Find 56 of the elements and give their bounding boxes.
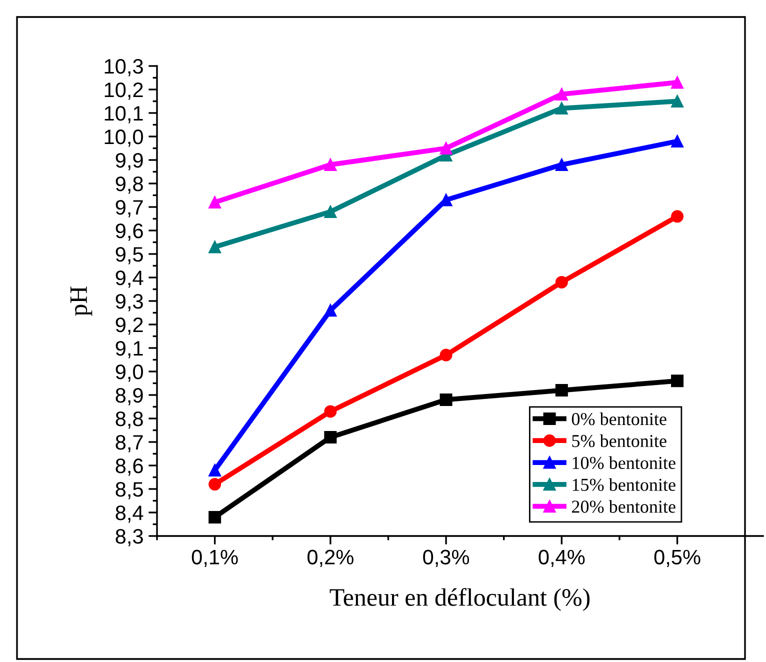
y-tick-label: 9,8 bbox=[116, 176, 143, 194]
x-tick-label: 0,1% bbox=[192, 550, 238, 567]
y-tick-label: 8,9 bbox=[116, 388, 143, 406]
point bbox=[671, 76, 684, 89]
legend-label: 20% bentonite bbox=[572, 500, 676, 513]
y-tick-label: 9,6 bbox=[116, 224, 143, 241]
legend-label: 10% bentonite bbox=[572, 456, 676, 470]
y-tick-label: 10,3 bbox=[104, 59, 143, 76]
x-axis-title: Teneur en défloculant (%) bbox=[330, 588, 590, 611]
y-tick-label: 9,4 bbox=[116, 270, 144, 288]
point bbox=[555, 88, 568, 100]
y-tick-label: 10,1 bbox=[104, 106, 143, 124]
y-tick-label: 9,0 bbox=[116, 364, 143, 382]
y-tick-label: 8,3 bbox=[116, 529, 143, 546]
y-tick-label: 9,7 bbox=[116, 200, 143, 218]
point bbox=[440, 348, 452, 362]
point bbox=[671, 134, 684, 148]
point bbox=[208, 240, 222, 254]
point bbox=[555, 158, 568, 171]
legend-label: 0% bentonite bbox=[572, 412, 666, 426]
x-tick-label: 0,4% bbox=[538, 550, 585, 567]
point bbox=[324, 158, 337, 171]
x-tick-label: 0,5% bbox=[654, 550, 700, 567]
x-tick-label: 0,2% bbox=[308, 550, 354, 567]
y-tick-label: 8,7 bbox=[116, 435, 143, 452]
point bbox=[324, 431, 337, 444]
point bbox=[208, 510, 222, 524]
y-tick-label: 10,0 bbox=[104, 130, 143, 147]
point bbox=[555, 276, 568, 288]
y-tick-label: 9,9 bbox=[116, 153, 143, 170]
point bbox=[671, 374, 684, 388]
point bbox=[671, 95, 684, 108]
y-tick-label: 9,1 bbox=[116, 341, 143, 358]
point bbox=[324, 304, 337, 317]
y-tick-label: 8,8 bbox=[116, 412, 143, 429]
y-tick-label: 9,3 bbox=[116, 294, 143, 312]
y-axis-title: pH bbox=[70, 286, 92, 316]
point bbox=[671, 210, 684, 223]
y-tick-label: 9,2 bbox=[116, 318, 143, 335]
point bbox=[208, 196, 222, 209]
y-tick-label: 9,5 bbox=[116, 247, 143, 264]
point bbox=[440, 142, 452, 154]
point bbox=[555, 102, 568, 115]
legend-label: 5% bentonite bbox=[572, 434, 666, 448]
y-tick-label: 8,4 bbox=[116, 506, 144, 523]
legend-label: 15% bentonite bbox=[572, 478, 676, 491]
y-tick-label: 10,2 bbox=[104, 82, 143, 100]
x-tick-label: 0,3% bbox=[423, 550, 470, 567]
point bbox=[440, 393, 452, 406]
point bbox=[208, 478, 222, 491]
y-tick-label: 8,6 bbox=[116, 458, 143, 476]
point bbox=[324, 205, 337, 218]
point bbox=[324, 405, 337, 418]
y-tick-label: 8,5 bbox=[116, 482, 143, 500]
point bbox=[555, 384, 568, 397]
point bbox=[208, 464, 222, 476]
